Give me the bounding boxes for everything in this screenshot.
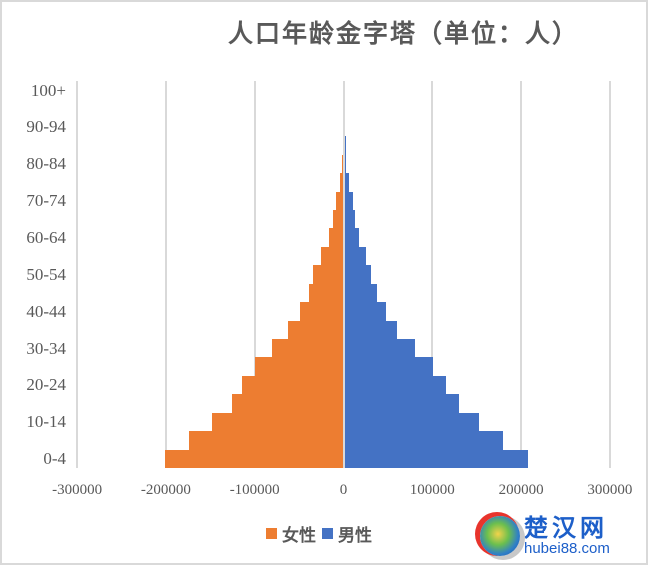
bar-male-35-39[interactable] (344, 320, 397, 340)
bar-female-15-19[interactable] (231, 394, 344, 413)
gridline (342, 81, 345, 468)
bar-male-80-84[interactable] (344, 154, 347, 174)
x-tick-label: 300000 (587, 482, 633, 498)
x-tick-label: 0 (339, 482, 348, 498)
legend-item-male[interactable]: 男性 (322, 521, 372, 546)
legend-swatch-female (266, 527, 277, 539)
legend-label-male: 男性 (338, 525, 372, 546)
bar-male-75-79[interactable] (344, 173, 349, 192)
gridline (431, 81, 434, 468)
bar-female-5-9[interactable] (188, 431, 344, 450)
bar-male-20-24[interactable] (344, 375, 446, 395)
bar-male-60-64[interactable] (344, 228, 359, 248)
x-tick-label: -100000 (229, 482, 280, 498)
watermark-name: 楚汉网 (524, 514, 608, 542)
bar-female-35-39[interactable] (288, 320, 344, 340)
bar-female-75-79[interactable] (339, 173, 344, 192)
y-tick-label: 30-34 (26, 338, 66, 358)
watermark: 楚汉网 hubei88.com (480, 512, 645, 560)
y-tick-label: 60-64 (26, 227, 66, 247)
bar-male-70-74[interactable] (344, 191, 353, 211)
bar-female-60-64[interactable] (329, 228, 344, 248)
globe-logo-icon (480, 516, 520, 556)
bar-female-0-4[interactable] (165, 449, 344, 469)
bar-male-5-9[interactable] (344, 431, 503, 450)
gridline (520, 81, 523, 468)
legend-item-female[interactable]: 女性 (266, 521, 316, 546)
gridline (76, 81, 79, 468)
bar-male-25-29[interactable] (344, 357, 433, 377)
bar-male-85-89[interactable] (344, 136, 346, 155)
bar-female-40-44[interactable] (299, 302, 344, 321)
y-tick-label: 0-4 (43, 449, 66, 469)
y-tick-label: 80-84 (26, 154, 66, 174)
y-tick-label: 20-24 (26, 375, 66, 395)
gridline (164, 81, 167, 468)
y-tick-label: 100+ (30, 80, 66, 100)
y-tick-label: 40-44 (26, 301, 66, 321)
bar-female-30-34[interactable] (272, 339, 344, 358)
y-tick-label: 70-74 (26, 191, 66, 211)
gridline (253, 81, 256, 468)
bar-female-70-74[interactable] (336, 191, 344, 211)
legend: 女性 男性 (266, 521, 372, 546)
y-tick-label: 50-54 (26, 264, 66, 284)
x-tick-label: -300000 (52, 482, 103, 498)
bar-male-0-4[interactable] (344, 449, 529, 469)
bar-male-45-49[interactable] (344, 283, 377, 303)
bar-female-25-29[interactable] (254, 357, 344, 377)
bar-male-55-59[interactable] (344, 246, 366, 266)
bar-female-50-54[interactable] (313, 265, 344, 284)
watermark-url: hubei88.com (524, 540, 610, 557)
bar-female-10-14[interactable] (212, 412, 344, 432)
bar-female-55-59[interactable] (321, 246, 344, 266)
legend-swatch-male (322, 527, 333, 539)
bar-male-65-69[interactable] (344, 210, 356, 229)
bar-female-45-49[interactable] (309, 283, 344, 303)
bar-male-30-34[interactable] (344, 339, 415, 358)
x-tick-label: -200000 (140, 482, 191, 498)
bar-female-65-69[interactable] (333, 210, 344, 229)
y-tick-label: 90-94 (26, 117, 66, 137)
bar-male-10-14[interactable] (344, 412, 479, 432)
x-tick-label: 200000 (498, 482, 544, 498)
legend-label-female: 女性 (282, 525, 316, 546)
bar-female-80-84[interactable] (342, 154, 344, 174)
bar-male-15-19[interactable] (344, 394, 460, 413)
bar-female-20-24[interactable] (242, 375, 344, 395)
chart-title: 人口年龄金字塔（单位：人） (228, 19, 580, 48)
y-tick-label: 10-14 (26, 412, 66, 432)
bar-male-40-44[interactable] (344, 302, 386, 321)
x-tick-label: 100000 (409, 482, 455, 498)
gridline (608, 81, 611, 468)
bar-male-50-54[interactable] (344, 265, 372, 284)
